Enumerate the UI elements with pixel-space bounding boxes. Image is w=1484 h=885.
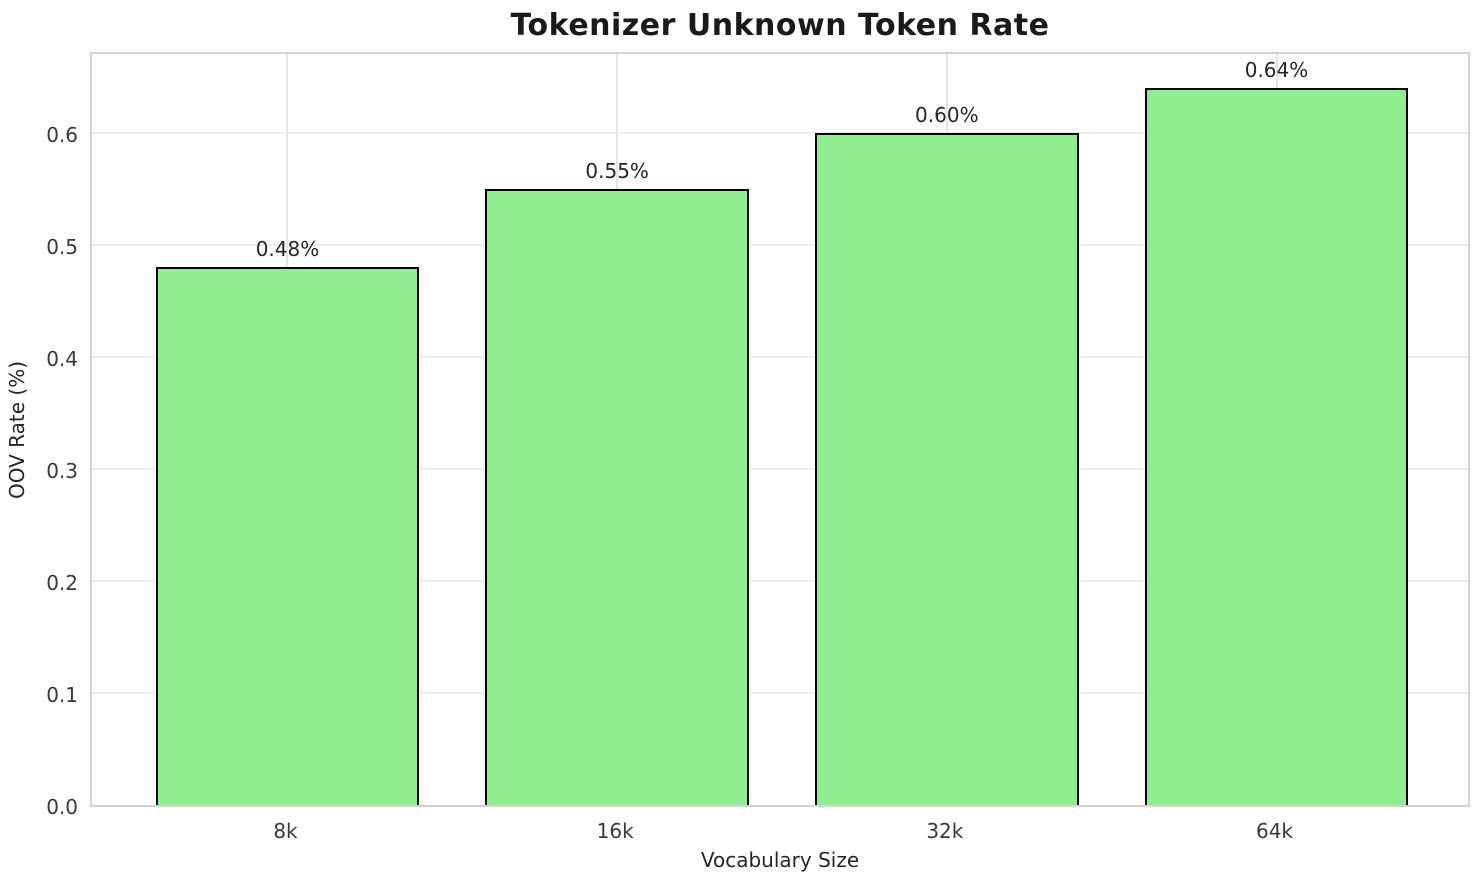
bar-16k: [485, 188, 750, 805]
bar-64k: [1144, 88, 1409, 805]
x-tick-label: 64k: [1255, 819, 1294, 843]
y-tick-label: 0.2: [46, 570, 78, 595]
x-tick-label: 32k: [926, 819, 964, 843]
y-tick-label: 0.6: [46, 122, 78, 147]
x-tick-label: 8k: [273, 819, 298, 843]
x-tick-label: 16k: [596, 819, 634, 843]
bar-value-label: 0.64%: [1244, 58, 1309, 83]
bar-value-label: 0.48%: [255, 237, 320, 262]
y-tick-label: 0.3: [46, 458, 78, 483]
h-gridline: [92, 579, 1468, 582]
bar-32k: [814, 132, 1079, 805]
h-gridline: [92, 691, 1468, 694]
bar-8k: [155, 267, 420, 805]
y-tick-label: 0.5: [46, 234, 78, 259]
bar-value-label: 0.60%: [915, 102, 979, 127]
h-gridline: [92, 467, 1468, 470]
y-tick-label: 0.1: [46, 682, 78, 707]
bar-value-label: 0.55%: [585, 158, 649, 183]
h-gridline: [92, 355, 1468, 358]
h-gridline: [92, 131, 1468, 134]
h-gridline: [92, 243, 1468, 246]
x-axis: 8k 16k 32k 64k: [90, 819, 1470, 847]
x-axis-label: Vocabulary Size: [700, 848, 860, 872]
y-axis: 0.0 0.1 0.2 0.3 0.4 0.5 0.6: [0, 52, 78, 819]
chart-title: Tokenizer Unknown Token Rate: [510, 8, 1050, 43]
y-tick-label: 0.4: [46, 346, 78, 371]
y-tick-label: 0.0: [46, 795, 78, 819]
plot-area: 0.48% 0.55% 0.60% 0.64%: [90, 52, 1470, 807]
